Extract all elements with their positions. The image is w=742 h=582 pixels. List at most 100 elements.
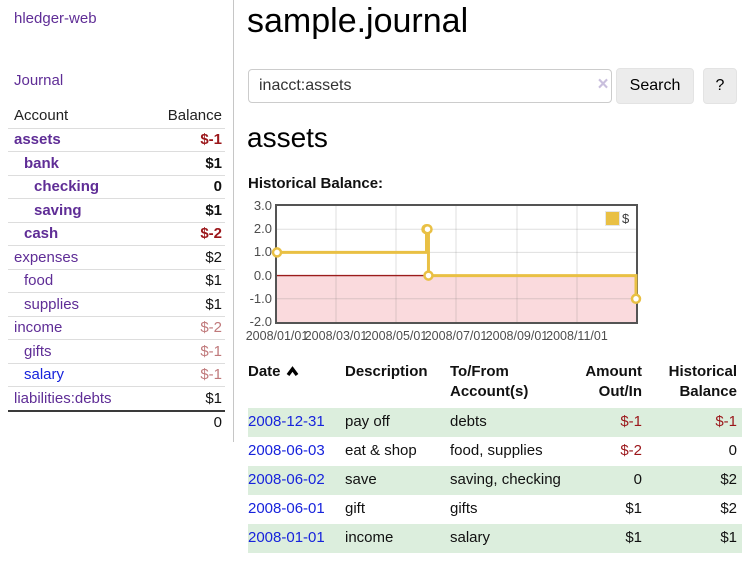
data-point-marker [271,247,283,258]
account-balance: $2 [205,248,222,266]
account-link[interactable]: food [24,272,54,290]
account-row-supplies: supplies $1 [8,292,225,316]
accounts-total-value: 0 [213,413,222,431]
app-title-link[interactable]: hledger-web [14,10,97,27]
accounts-table: Account Balance assets $-1 bank $1 checking 0… [8,104,225,433]
account-balance: $-1 [200,366,222,384]
sort-ascending-caret-icon [286,363,299,383]
y-axis-tick-label: 0.0 [253,267,272,283]
account-balance: $1 [205,201,222,219]
x-axis-tick-label: 2008/05/01 [364,329,428,343]
account-balance: $-1 [200,131,222,149]
register-row: 2008-06-02 save saving, checking 0 $2 [248,466,742,495]
transaction-date-link[interactable]: 2008-06-03 [248,442,325,459]
register-header-date[interactable]: Date [248,362,345,402]
transaction-description-cell: income [345,529,394,546]
account-row-salary: salary $-1 [8,362,225,387]
clear-search-icon[interactable]: × [597,74,609,95]
account-link[interactable]: expenses [14,248,79,266]
y-axis-tick-label: 2.0 [253,221,272,237]
transaction-description-cell: save [345,471,377,488]
y-axis-tick-label: -2.0 [249,314,272,329]
accounts-header-balance: Balance [167,107,222,125]
register-row: 2008-01-01 income salary $1 $1 [248,524,742,553]
account-row-assets: assets $-1 [8,127,225,152]
transaction-date-cell: 2008-06-01 [248,499,345,519]
transaction-date-cell: 2008-01-01 [248,528,345,548]
transaction-amount-cell: $1 [625,500,642,517]
account-balance: $1 [205,272,222,290]
x-axis-tick-label: 2008/11/01 [546,329,608,343]
transaction-date-cell: 2008-12-31 [248,412,345,432]
transaction-description-cell: eat & shop [345,442,417,459]
account-row-gifts: gifts $-1 [8,339,225,363]
legend-label: $ [622,211,630,226]
negative-region [277,275,636,322]
transaction-accounts-cell: salary [450,529,491,546]
account-row-checking: checking 0 [8,174,225,199]
data-point-marker [423,270,434,281]
x-axis-tick-label: 2008/09/01 [485,329,549,343]
transaction-accounts-cell: saving, checking [450,471,561,488]
account-link[interactable]: income [14,319,63,337]
account-row-food: food $1 [8,268,225,293]
balance-chart [271,206,642,322]
help-button[interactable]: ? [703,68,737,104]
account-balance: $1 [205,154,222,172]
chart-legend: $ [605,211,629,226]
register-table-header: Date Description To/From Account(s) Amou… [248,362,742,408]
transaction-accounts-cell: food, supplies [450,442,543,459]
register-row: 2008-06-03 eat & shop food, supplies $-2 0 [248,437,742,466]
accounts-total-row: 0 [8,409,225,434]
account-link[interactable]: salary [24,366,65,384]
transaction-description-cell: pay off [345,413,390,430]
account-row-bank: bank $1 [8,151,225,175]
account-link[interactable]: checking [34,178,100,196]
account-link[interactable]: cash [24,225,59,243]
transaction-date-cell: 2008-06-02 [248,470,345,490]
transaction-balance-cell: $2 [720,471,737,488]
account-link[interactable]: bank [24,154,60,172]
transaction-balance-cell: $1 [720,529,737,546]
transaction-balance-cell: 0 [728,442,737,459]
account-heading: assets [247,122,328,153]
search-button[interactable]: Search [616,68,694,104]
account-link[interactable]: supplies [24,295,80,313]
account-row-saving: saving $1 [8,198,225,222]
account-link[interactable]: assets [14,131,61,149]
account-balance: $1 [205,295,222,313]
chart-title: Historical Balance: [248,175,384,192]
account-link[interactable]: liabilities:debts [14,389,112,407]
sidebar-divider [233,0,234,442]
transaction-amount-cell: $-2 [620,442,642,459]
search-input[interactable] [248,69,612,103]
y-axis-tick-label: -1.0 [249,290,272,306]
register-row: 2008-12-31 pay off debts $-1 $-1 [248,408,742,437]
account-link[interactable]: gifts [24,342,52,360]
register-header-description: Description [345,363,428,380]
legend-swatch-icon [605,211,620,226]
sidebar-item-journal[interactable]: Journal [14,72,64,89]
x-axis-tick-label: 2008/01/01 [245,329,309,343]
accounts-header-account: Account [14,107,69,125]
transaction-date-link[interactable]: 2008-12-31 [248,413,325,430]
x-axis-tick-label: 2008/07/01 [424,329,488,343]
register-table: Date Description To/From Account(s) Amou… [248,362,742,553]
transaction-description-cell: gift [345,500,366,517]
register-row: 2008-06-01 gift gifts $1 $2 [248,495,742,524]
account-balance: 0 [213,178,222,196]
transaction-date-link[interactable]: 2008-01-01 [248,529,325,546]
account-row-expenses: expenses $2 [8,245,225,269]
transaction-amount-cell: 0 [633,471,642,488]
register-header-amount: Amount Out/In [585,363,642,400]
transaction-amount-cell: $1 [625,529,642,546]
transaction-date-link[interactable]: 2008-06-01 [248,500,325,517]
accounts-table-header: Account Balance [8,104,225,128]
page-title: sample.journal [247,2,469,40]
transaction-date-link[interactable]: 2008-06-02 [248,471,325,488]
register-header-balance: Historical Balance [668,363,737,400]
y-axis-tick-label: 3.0 [253,198,272,213]
register-header-accounts: To/From Account(s) [450,363,529,400]
account-link[interactable]: saving [34,201,82,219]
transaction-accounts-cell: debts [450,413,487,430]
